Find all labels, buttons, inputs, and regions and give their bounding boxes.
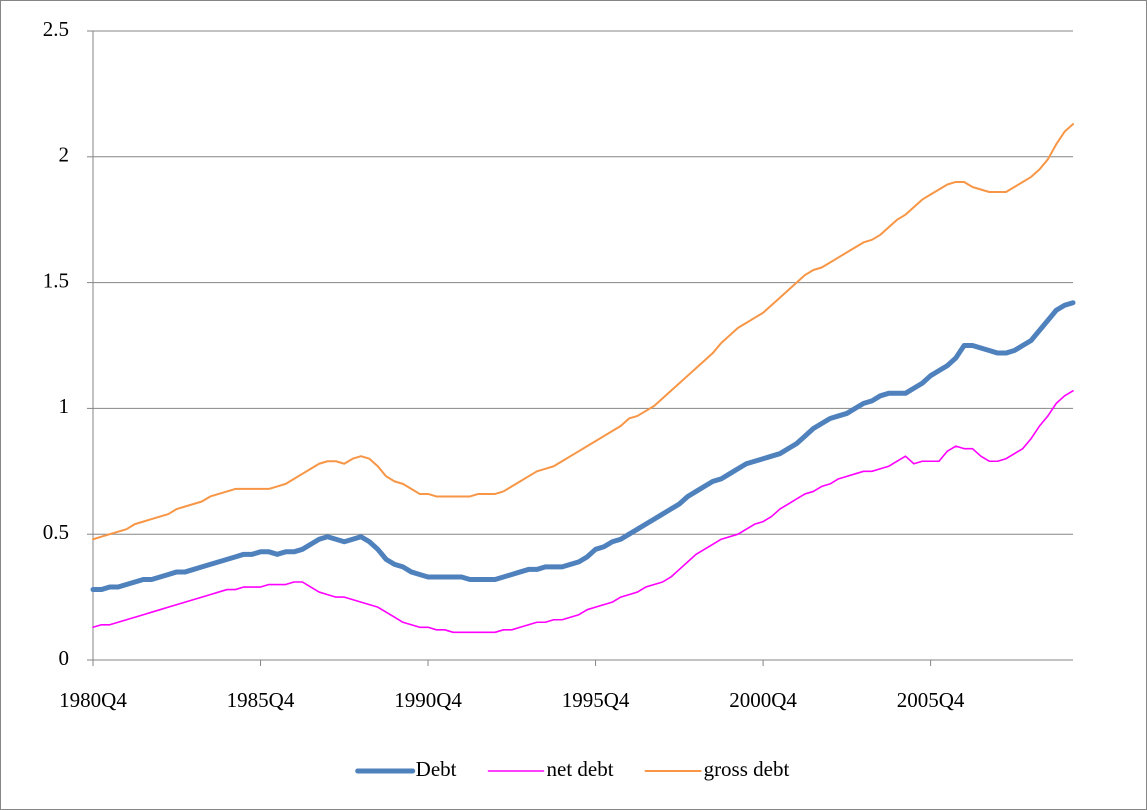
x-tick-label: 1980Q4	[59, 688, 127, 712]
series-line	[92, 123, 1074, 541]
y-tick-label: 2.5	[43, 17, 69, 41]
x-tick-label: 1985Q4	[227, 688, 295, 712]
x-tick-label: 1990Q4	[394, 688, 462, 712]
y-tick-label: 0.5	[43, 520, 69, 544]
legend-label: Debt	[416, 757, 457, 781]
y-tick-label: 0	[59, 646, 70, 670]
series-line	[90, 300, 1076, 593]
x-tick-label: 2005Q4	[897, 688, 965, 712]
series-line	[92, 389, 1074, 634]
y-tick-label: 1.5	[43, 268, 69, 292]
y-tick-label: 1	[59, 394, 70, 418]
x-tick-label: 2000Q4	[729, 688, 797, 712]
legend-label: gross debt	[704, 757, 790, 781]
y-tick-label: 2	[59, 143, 70, 167]
legend-label: net debt	[547, 757, 614, 781]
x-tick-label: 1995Q4	[562, 688, 630, 712]
